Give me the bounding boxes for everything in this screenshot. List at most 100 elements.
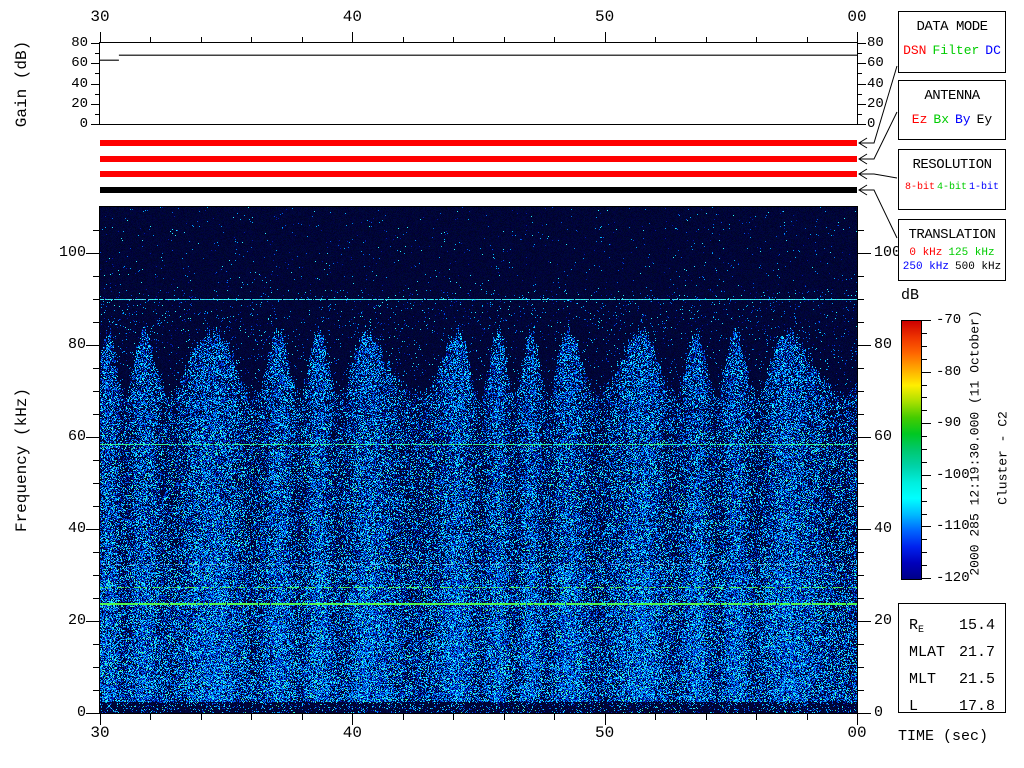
- axis-tick: [655, 714, 657, 720]
- axis-tick: [93, 575, 99, 576]
- panel-title: RESOLUTION: [912, 157, 992, 173]
- tick-label: 40: [874, 520, 893, 537]
- ephemeris-value: 15.4: [958, 617, 995, 634]
- axis-tick: [858, 414, 864, 415]
- tick-label: 0: [874, 704, 884, 721]
- axis-tick: [922, 397, 927, 398]
- axis-tick: [922, 436, 927, 437]
- axis-tick: [453, 37, 455, 43]
- tick-label: 20: [874, 612, 893, 629]
- panel-item: 1-bit: [969, 182, 1000, 193]
- panel-title: DATA MODE: [916, 19, 988, 35]
- tick-label: 30: [90, 8, 110, 26]
- panel-item: DSN: [903, 43, 927, 58]
- panel-item-row: DSN Filter DC: [899, 43, 1005, 58]
- axis-tick: [93, 368, 99, 369]
- panel-antenna: ANTENNA Ez Bx By Ey: [898, 80, 1006, 140]
- axis-tick: [95, 73, 99, 74]
- ephemeris-label: MLT: [909, 671, 937, 688]
- axis-tick: [858, 644, 864, 645]
- axis-tick: [858, 43, 866, 44]
- axis-tick: [922, 359, 927, 360]
- axis-tick: [503, 37, 505, 43]
- axis-tick: [858, 621, 871, 622]
- axis-tick: [93, 506, 99, 507]
- tick-label: 80: [867, 35, 884, 51]
- ephemeris-value: 21.5: [958, 671, 995, 688]
- resolution-bar: [100, 171, 857, 177]
- axis-tick: [922, 526, 931, 527]
- tick-label: 50: [595, 8, 615, 26]
- axis-tick: [200, 714, 202, 720]
- axis-tick: [91, 43, 99, 44]
- tick-label: 60: [874, 428, 893, 445]
- tick-label: 40: [342, 724, 362, 742]
- spectrogram-canvas: [100, 207, 857, 713]
- tick-label: 20: [67, 612, 86, 629]
- axis-tick: [86, 529, 99, 530]
- axis-tick: [858, 84, 866, 85]
- panel-item: Ey: [976, 112, 993, 127]
- axis-tick: [93, 276, 99, 277]
- axis-tick: [93, 460, 99, 461]
- axis-tick: [806, 714, 808, 720]
- tick-label: 80: [874, 336, 893, 353]
- tick-label: 20: [867, 96, 884, 112]
- panel-item-row: 8-bit 4-bit 1-bit: [899, 182, 1005, 193]
- axis-tick: [554, 714, 556, 720]
- panel-title: TRANSLATION: [908, 227, 996, 243]
- axis-tick: [352, 32, 354, 43]
- tick-label: 80: [71, 35, 88, 51]
- axis-tick: [402, 37, 404, 43]
- panel-resolution: RESOLUTION 8-bit 4-bit 1-bit: [898, 149, 1006, 210]
- axis-tick: [91, 84, 99, 85]
- tick-label: 60: [71, 55, 88, 71]
- colorbar-title: dB: [901, 287, 920, 304]
- axis-tick: [251, 714, 253, 720]
- axis-tick: [858, 437, 871, 438]
- axis-tick: [655, 37, 657, 43]
- panel-item-row: 0 kHz 125 kHz: [899, 247, 1005, 259]
- axis-tick: [922, 501, 927, 502]
- axis-tick: [858, 575, 864, 576]
- axis-tick: [858, 368, 864, 369]
- axis-tick: [95, 94, 99, 95]
- ephemeris-row: MLT 21.5: [899, 666, 1005, 693]
- axis-tick: [922, 410, 927, 411]
- axis-tick: [93, 690, 99, 691]
- ephemeris-value: 17.8: [958, 698, 995, 715]
- axis-tick: [858, 104, 866, 105]
- axis-tick: [922, 346, 927, 347]
- axis-tick: [93, 667, 99, 668]
- data-mode-bar: [100, 140, 857, 146]
- axis-tick: [858, 345, 871, 346]
- axis-tick: [150, 37, 152, 43]
- axis-tick: [922, 552, 927, 553]
- spectrogram-frame: [99, 206, 858, 714]
- ephemeris-row: L 17.8: [899, 693, 1005, 720]
- axis-tick: [922, 385, 927, 386]
- axis-tick: [93, 598, 99, 599]
- axis-tick: [922, 578, 931, 579]
- axis-tick: [858, 322, 864, 323]
- ephemeris-label-subscript: E: [918, 625, 925, 636]
- axis-tick: [858, 667, 864, 668]
- axis-tick: [91, 104, 99, 105]
- tick-label: 40: [342, 8, 362, 26]
- axis-tick: [301, 714, 303, 720]
- axis-tick: [93, 322, 99, 323]
- antenna-bar: [100, 156, 857, 162]
- axis-tick: [858, 253, 871, 254]
- tick-label: 60: [867, 55, 884, 71]
- tick-label: 40: [67, 520, 86, 537]
- tick-label: 30: [90, 724, 110, 742]
- axis-tick: [150, 714, 152, 720]
- tick-label: -110: [936, 518, 970, 534]
- tick-label: 00: [847, 724, 867, 742]
- axis-tick: [93, 483, 99, 484]
- axis-tick: [858, 391, 864, 392]
- panel-item: 250 kHz: [902, 261, 949, 273]
- tick-label: -120: [936, 570, 970, 586]
- axis-tick: [93, 414, 99, 415]
